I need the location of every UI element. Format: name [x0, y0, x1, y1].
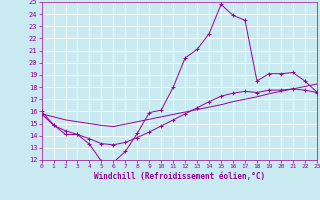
X-axis label: Windchill (Refroidissement éolien,°C): Windchill (Refroidissement éolien,°C): [94, 172, 265, 181]
